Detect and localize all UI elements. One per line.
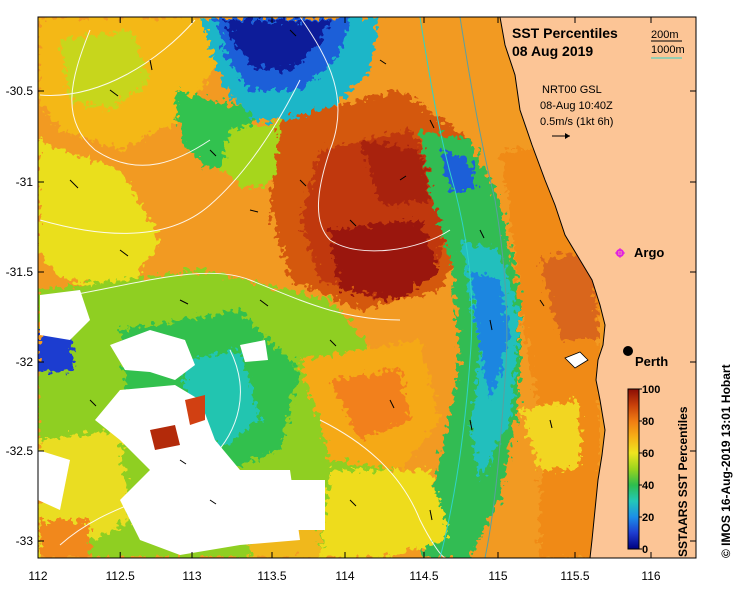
- y-tick-label: -30.5: [6, 84, 34, 98]
- y-tick-label: -32.5: [6, 444, 34, 458]
- x-tick-label: 113.5: [257, 569, 286, 583]
- x-tick-label: 112.5: [106, 569, 135, 583]
- bathy-legend-200m-label: 200m: [651, 29, 679, 41]
- current-scale-arrow: [552, 133, 570, 139]
- y-tick-label: -31.5: [6, 265, 34, 279]
- colorbar-tick-label: 80: [642, 416, 654, 428]
- y-tick-label: -32: [16, 355, 34, 369]
- current-time: 08-Aug 10:40Z: [540, 100, 613, 112]
- x-tick-label: 114.5: [409, 569, 438, 583]
- current-source: NRT00 GSL: [542, 84, 602, 96]
- colorbar-label: SSTAARS SST Percentiles: [676, 406, 690, 557]
- peel-inlet: [564, 351, 589, 369]
- x-tick-label: 116: [641, 569, 660, 583]
- colorbar-tick-label: 0: [642, 544, 648, 556]
- y-tick-label: -33: [16, 534, 34, 548]
- y-tick-label: -31: [16, 175, 34, 189]
- missing-data-patches: [38, 290, 325, 555]
- x-tick-label: 112: [28, 569, 47, 583]
- sst-field: [38, 17, 696, 558]
- bathy-legend-1000m-label: 1000m: [651, 44, 685, 56]
- perth-marker: [623, 346, 633, 356]
- current-scale-label: 0.5m/s (1kt 6h): [540, 116, 613, 128]
- colorbar-tick-label: 40: [642, 480, 654, 492]
- colorbar-tick-label: 60: [642, 448, 654, 460]
- x-tick-label: 115: [488, 569, 507, 583]
- x-tick-label: 114: [335, 569, 354, 583]
- colorbar-tick-label: 100: [642, 384, 660, 396]
- sst-contours: [39, 17, 451, 558]
- x-tick-label: 113: [182, 569, 201, 583]
- bathy-200m-line: [459, 17, 508, 558]
- perth-label: Perth: [635, 354, 668, 369]
- map-frame: [37, 16, 697, 559]
- colorbar: [627, 388, 640, 550]
- map-date: 08 Aug 2019: [512, 43, 593, 59]
- map-title: SST Percentiles: [512, 25, 618, 41]
- colorbar-tick-label: 20: [642, 512, 654, 524]
- argo-marker: [615, 248, 625, 258]
- credit-text: © IMOS 16-Aug-2019 13:01 Hobart: [719, 364, 733, 558]
- land-mass: [499, 17, 696, 558]
- bathy-1000m-line: [419, 17, 473, 558]
- argo-label: Argo: [634, 245, 664, 260]
- x-tick-label: 115.5: [560, 569, 589, 583]
- current-vectors: [69, 29, 553, 521]
